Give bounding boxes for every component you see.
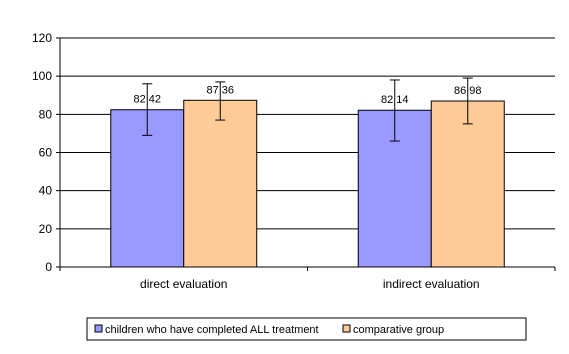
x-tick-label: direct evaluation (140, 277, 227, 291)
data-label: 87 36 (206, 84, 234, 96)
bar (110, 109, 185, 268)
legend-box (86, 317, 527, 341)
legend-swatch (342, 324, 351, 333)
data-label: 86 98 (454, 85, 482, 97)
legend: children who have completed ALL treatmen… (86, 317, 527, 341)
bars (110, 77, 505, 268)
data-labels: 82 42 87 36 82 14 86 98 (133, 84, 481, 106)
y-tick-label: 0 (45, 260, 52, 274)
y-tick-label: 60 (39, 146, 53, 160)
y-tick-label: 100 (32, 69, 52, 83)
data-label: 82 14 (381, 94, 409, 106)
y-tick-label: 120 (32, 31, 52, 45)
axes: 0 20 40 60 80 100 120 direct evaluation indirect… (32, 31, 556, 291)
x-tick-label: indirect evaluation (383, 277, 480, 291)
y-tick-label: 40 (39, 184, 53, 198)
y-tick-label: 80 (39, 107, 53, 121)
data-label: 82 42 (133, 94, 161, 106)
legend-swatch (94, 324, 103, 333)
y-tick-label: 20 (39, 222, 53, 236)
bar (430, 100, 505, 268)
legend-label: children who have completed ALL treatmen… (105, 324, 319, 336)
bar (183, 99, 258, 268)
legend-label: comparative group (353, 324, 444, 336)
